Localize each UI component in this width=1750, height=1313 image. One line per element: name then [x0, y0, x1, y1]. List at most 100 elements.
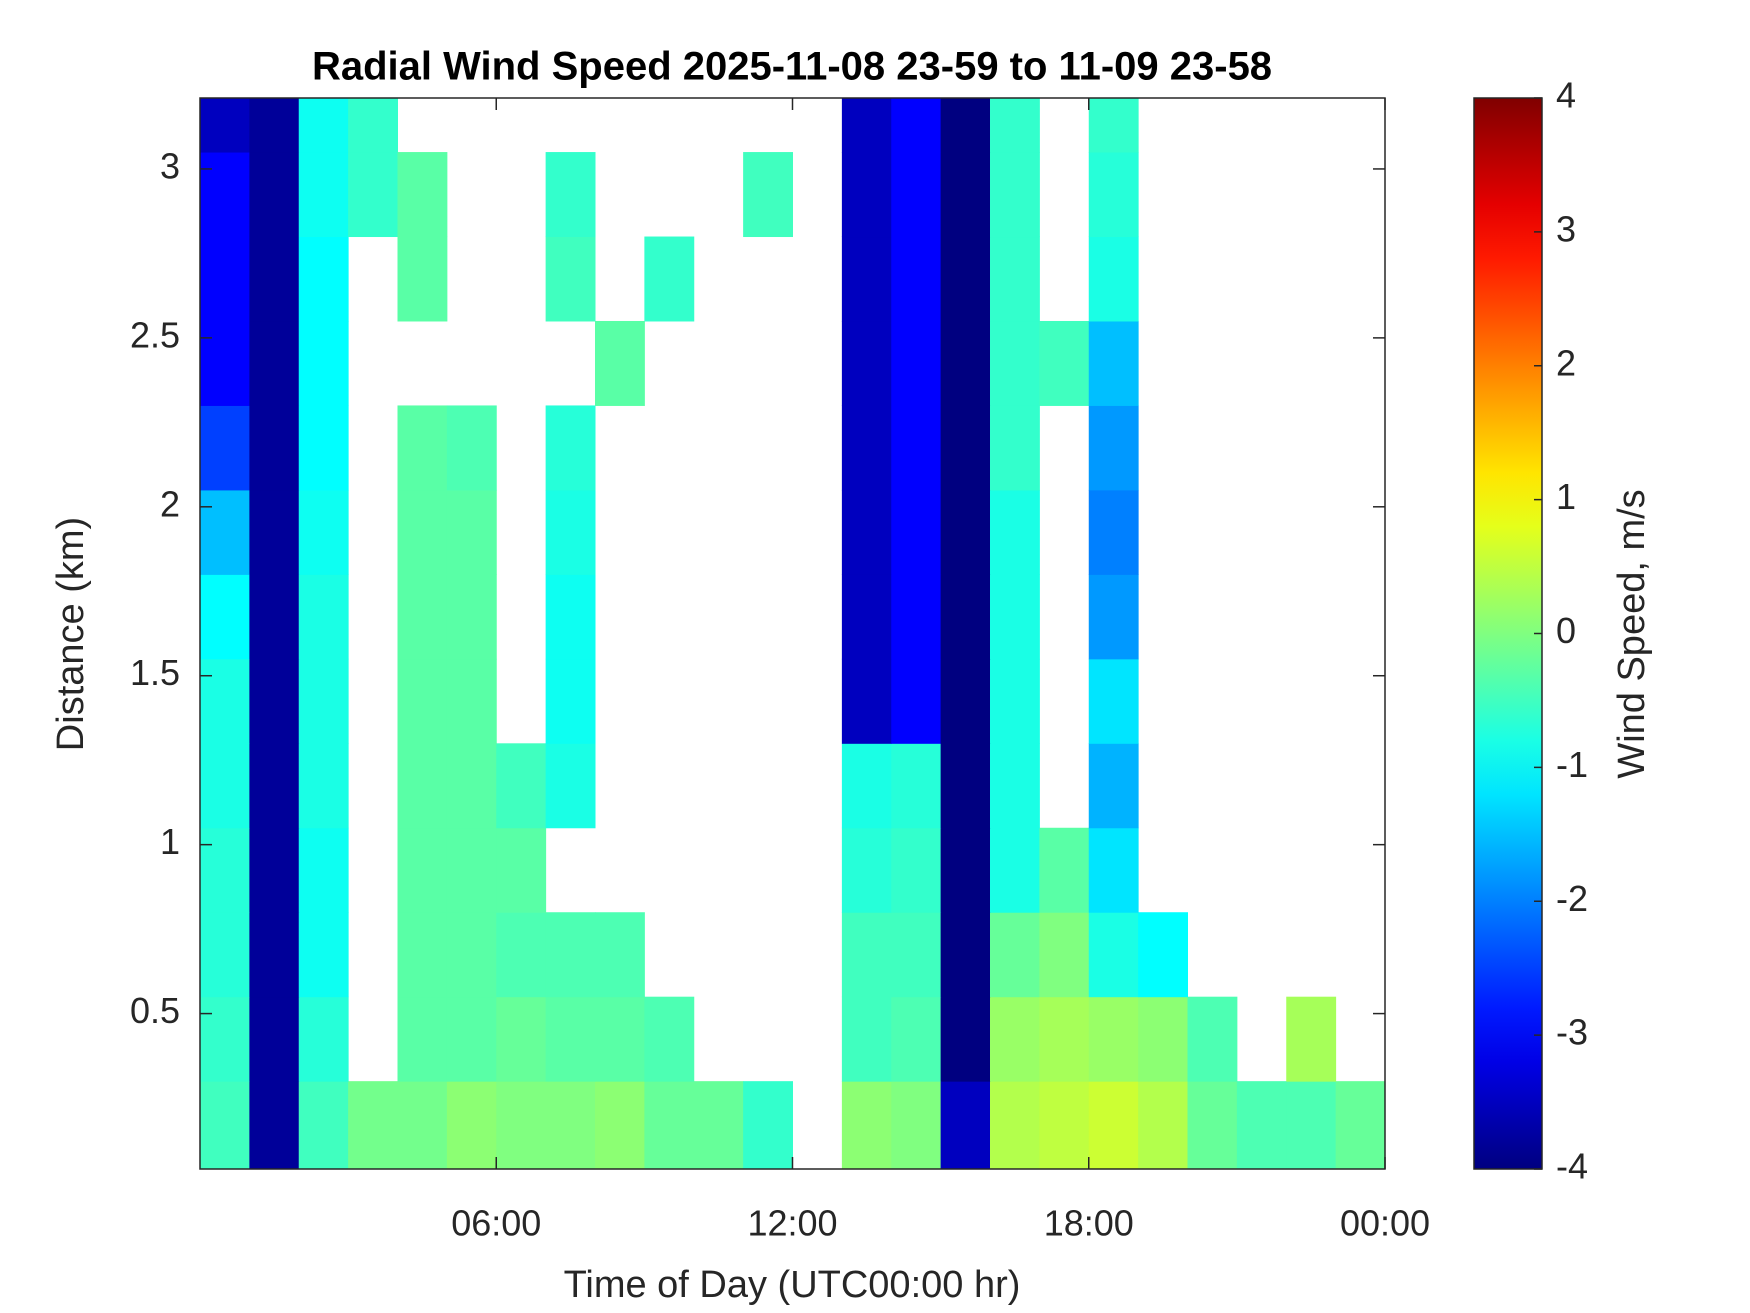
heatmap-cells	[200, 98, 1386, 1170]
heatmap-cell	[200, 98, 250, 153]
heatmap-cell	[891, 574, 942, 660]
heatmap-cell	[249, 996, 300, 1082]
heatmap-cell	[891, 98, 942, 153]
heatmap-cell	[298, 320, 349, 406]
heatmap-cell	[545, 574, 596, 660]
heatmap-cell	[1088, 658, 1139, 744]
heatmap-cell	[940, 1081, 991, 1170]
heatmap-cell	[595, 912, 645, 998]
heatmap-cell	[990, 236, 1040, 322]
heatmap-cell	[841, 1081, 892, 1170]
y-tick-label: 1.5	[130, 652, 180, 693]
heatmap-cell	[200, 827, 250, 913]
heatmap-cell	[200, 743, 250, 829]
heatmap-cell	[298, 1081, 349, 1170]
heatmap-cell	[990, 152, 1040, 238]
heatmap-cell	[496, 996, 547, 1082]
heatmap-cell	[348, 152, 398, 238]
heatmap-cell	[249, 236, 300, 322]
heatmap-cell	[200, 405, 250, 491]
heatmap-cell	[891, 912, 942, 998]
heatmap-cell	[446, 912, 497, 998]
heatmap-cell	[397, 827, 448, 913]
heatmap-cell	[249, 574, 300, 660]
heatmap-cell	[298, 405, 349, 491]
y-tick-label: 1	[160, 821, 180, 862]
heatmap-cell	[249, 912, 300, 998]
colorbar-label: Wind Speed, m/s	[1611, 489, 1653, 778]
y-tick-label: 0.5	[130, 990, 180, 1031]
colorbar-tick-label: -2	[1556, 878, 1588, 919]
heatmap-cell	[1039, 1081, 1090, 1170]
heatmap-cell	[249, 405, 300, 491]
heatmap-cell	[298, 152, 349, 238]
heatmap-cell	[1088, 827, 1139, 913]
heatmap-cell	[891, 236, 942, 322]
heatmap-cell	[298, 912, 349, 998]
heatmap-cell	[990, 743, 1040, 829]
heatmap-cell	[1187, 996, 1238, 1082]
heatmap-cell	[397, 152, 448, 238]
heatmap-cell	[545, 743, 596, 829]
heatmap-cell	[644, 236, 695, 322]
x-tick-label: 00:00	[1340, 1203, 1430, 1244]
heatmap-cell	[249, 827, 300, 913]
heatmap-cell	[397, 743, 448, 829]
heatmap-cell	[1335, 1081, 1386, 1170]
heatmap-cell	[940, 98, 991, 153]
heatmap-cell	[841, 827, 892, 913]
heatmap-cell	[940, 489, 991, 575]
heatmap-cell	[891, 152, 942, 238]
heatmap-cell	[348, 1081, 398, 1170]
heatmap-cell	[595, 320, 645, 406]
heatmap-cell	[446, 996, 497, 1082]
heatmap-cell	[249, 489, 300, 575]
heatmap-cell	[249, 152, 300, 238]
heatmap-cell	[1039, 996, 1090, 1082]
heatmap-cell	[545, 489, 596, 575]
y-tick-label: 3	[160, 145, 180, 186]
heatmap-cell	[446, 489, 497, 575]
heatmap-cell	[496, 1081, 547, 1170]
heatmap-cell	[397, 658, 448, 744]
heatmap-cell	[990, 827, 1040, 913]
x-tick-label: 18:00	[1044, 1203, 1134, 1244]
heatmap-cell	[841, 912, 892, 998]
heatmap-cell	[446, 743, 497, 829]
heatmap-cell	[940, 320, 991, 406]
heatmap-cell	[446, 405, 497, 491]
heatmap-cell	[397, 405, 448, 491]
heatmap-cell	[249, 98, 300, 153]
heatmap-cell	[298, 489, 349, 575]
heatmap-cell	[990, 996, 1040, 1082]
heatmap-cell	[841, 658, 892, 744]
heatmap-cell	[496, 827, 547, 913]
heatmap-cell	[397, 489, 448, 575]
heatmap-cell	[841, 320, 892, 406]
heatmap-cell	[940, 236, 991, 322]
heatmap-cell	[298, 98, 349, 153]
heatmap-cell	[298, 574, 349, 660]
heatmap-cell	[200, 574, 250, 660]
heatmap-cell	[940, 827, 991, 913]
heatmap-cell	[940, 574, 991, 660]
heatmap-cell	[990, 574, 1040, 660]
colorbar-tick-label: 1	[1556, 476, 1576, 517]
heatmap-cell	[446, 574, 497, 660]
heatmap-cell	[397, 1081, 448, 1170]
heatmap-cell	[200, 996, 250, 1082]
heatmap-cell	[298, 658, 349, 744]
heatmap-cell	[545, 1081, 596, 1170]
y-axis-label: Distance (km)	[50, 517, 92, 751]
heatmap-cell	[841, 489, 892, 575]
heatmap-cell	[891, 489, 942, 575]
heatmap-cell	[841, 574, 892, 660]
y-tick-label: 2.5	[130, 314, 180, 355]
heatmap-cell	[891, 743, 942, 829]
heatmap-cell	[891, 996, 942, 1082]
heatmap-cell	[891, 827, 942, 913]
heatmap-cell	[397, 236, 448, 322]
heatmap-cell	[841, 996, 892, 1082]
heatmap-cell	[1088, 236, 1139, 322]
heatmap-cell	[446, 658, 497, 744]
